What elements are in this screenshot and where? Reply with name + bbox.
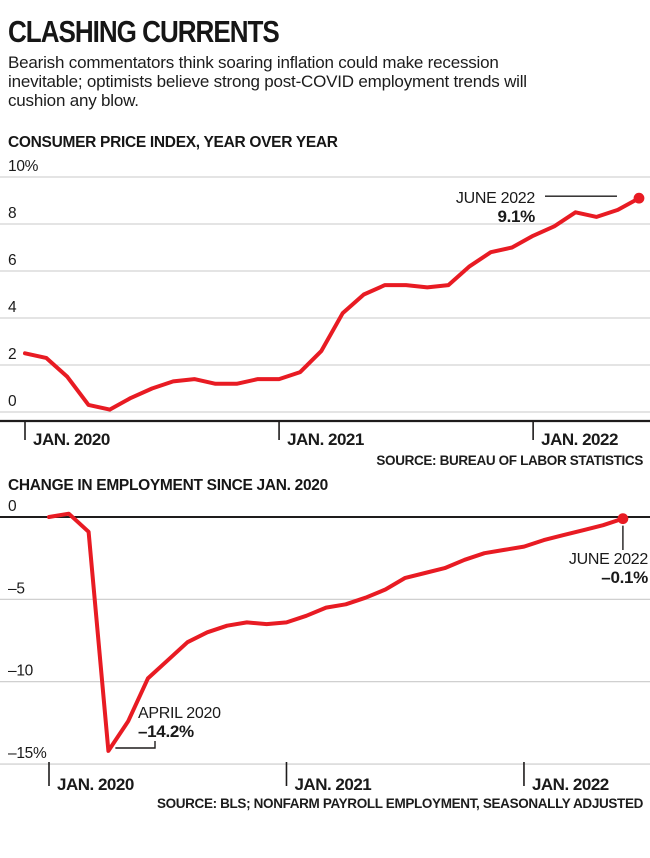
cpi-end-annotation-label: JUNE 2022 bbox=[456, 190, 536, 207]
cpi-end-point bbox=[633, 192, 645, 204]
cpi-chart-title: CONSUMER PRICE INDEX, YEAR OVER YEAR bbox=[8, 134, 338, 151]
cpi-source: SOURCE: BUREAU OF LABOR STATISTICS bbox=[376, 453, 643, 468]
cpi-x-tick-label: JAN. 2022 bbox=[541, 430, 618, 449]
employment-chart-title: CHANGE IN EMPLOYMENT SINCE JAN. 2020 bbox=[8, 477, 328, 494]
employment-x-tick-label: JAN. 2020 bbox=[57, 775, 134, 794]
employment-x-tick-label: JAN. 2022 bbox=[532, 775, 609, 794]
infographic-page: CLASHING CURRENTS Bearish commentators t… bbox=[0, 16, 650, 858]
employment-end-point bbox=[617, 513, 629, 525]
cpi-y-axis-label: 4 bbox=[8, 299, 17, 316]
employment-end-annotation-value: –0.1% bbox=[601, 568, 648, 587]
employment-chart: 0 –5 –10 –15% JAN. 2020 JAN. 2021 JAN. 2022 JUN… bbox=[0, 498, 650, 794]
cpi-x-tick-label: JAN. 2020 bbox=[33, 430, 110, 449]
employment-data-line bbox=[47, 511, 625, 753]
employment-min-connector bbox=[115, 741, 156, 749]
subtitle-line: inevitable; optimists believe strong pos… bbox=[8, 72, 527, 91]
page-title: CLASHING CURRENTS bbox=[8, 14, 280, 49]
employment-x-tick-label: JAN. 2021 bbox=[294, 775, 371, 794]
cpi-y-axis-label: 10% bbox=[8, 158, 39, 175]
subtitle-line: Bearish commentators think soaring infla… bbox=[8, 53, 499, 72]
employment-y-axis-label: 0 bbox=[8, 498, 17, 515]
employment-y-axis-label: –15% bbox=[8, 745, 47, 762]
subtitle-line: cushion any blow. bbox=[8, 91, 139, 110]
cpi-chart: 10% 8 6 4 2 0 JAN. 2020 JAN. 2021 JAN. 2022 JUNE … bbox=[0, 158, 650, 449]
cpi-data-line bbox=[23, 196, 641, 412]
cpi-x-tick-label: JAN. 2021 bbox=[287, 430, 364, 449]
employment-y-axis-label: –5 bbox=[8, 580, 25, 597]
cpi-y-axis-label: 0 bbox=[8, 393, 17, 410]
employment-y-axis-label: –10 bbox=[8, 663, 34, 680]
cpi-y-axis-label: 2 bbox=[8, 346, 16, 363]
cpi-end-annotation-value: 9.1% bbox=[497, 207, 535, 226]
page-subtitle: Bearish commentators think soaring infla… bbox=[8, 53, 642, 110]
employment-min-annotation-value: –14.2% bbox=[138, 722, 194, 741]
employment-end-annotation-label: JUNE 2022 bbox=[569, 551, 649, 568]
cpi-y-axis-label: 8 bbox=[8, 205, 16, 222]
cpi-y-axis-label: 6 bbox=[8, 252, 16, 269]
employment-source: SOURCE: BLS; NONFARM PAYROLL EMPLOYMENT,… bbox=[156, 796, 643, 811]
employment-min-annotation-label: APRIL 2020 bbox=[138, 705, 221, 722]
